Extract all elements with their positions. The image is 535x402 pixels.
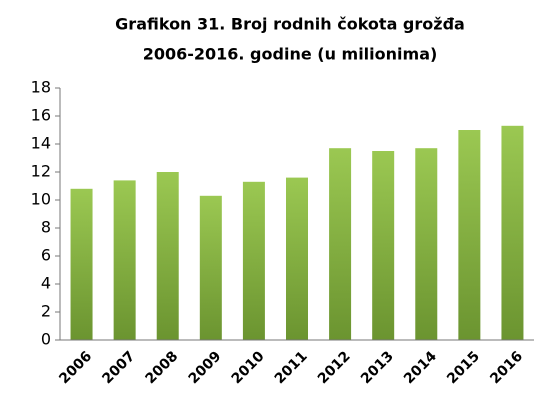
- y-tick-label: 8: [41, 218, 51, 237]
- y-tick-label: 2: [41, 302, 51, 321]
- y-tick-label: 16: [31, 106, 51, 125]
- bar: [286, 177, 308, 340]
- bar: [372, 151, 395, 340]
- bar: [199, 195, 222, 340]
- x-tick-label: 2015: [444, 348, 483, 387]
- y-tick-label: 0: [41, 330, 51, 349]
- bar: [415, 148, 438, 340]
- bar: [242, 181, 265, 340]
- chart-title: 2006-2016. godine (u milionima): [143, 45, 438, 64]
- bar: [156, 172, 179, 340]
- y-tick-label: 4: [41, 274, 51, 293]
- bar: [329, 148, 352, 340]
- x-tick-label: 2012: [315, 348, 354, 387]
- x-tick-label: 2011: [272, 348, 311, 387]
- bar: [501, 125, 524, 340]
- y-tick-label: 14: [31, 134, 51, 153]
- x-tick-label: 2016: [487, 348, 526, 387]
- bar: [70, 188, 93, 340]
- y-tick-label: 18: [31, 78, 51, 97]
- x-tick-label: 2013: [358, 348, 397, 387]
- y-tick-label: 12: [31, 162, 51, 181]
- y-tick-label: 10: [31, 190, 51, 209]
- x-tick-label: 2006: [56, 348, 95, 387]
- y-tick-label: 6: [41, 246, 51, 265]
- x-tick-label: 2008: [143, 348, 182, 387]
- bar: [113, 180, 136, 340]
- bar: [458, 130, 481, 340]
- x-tick-label: 2010: [229, 348, 268, 387]
- x-tick-label: 2007: [99, 348, 138, 387]
- chart-title: Grafikon 31. Broj rodnih čokota grožđa: [115, 15, 465, 34]
- x-tick-label: 2014: [401, 348, 440, 387]
- x-tick-label: 2009: [186, 348, 225, 387]
